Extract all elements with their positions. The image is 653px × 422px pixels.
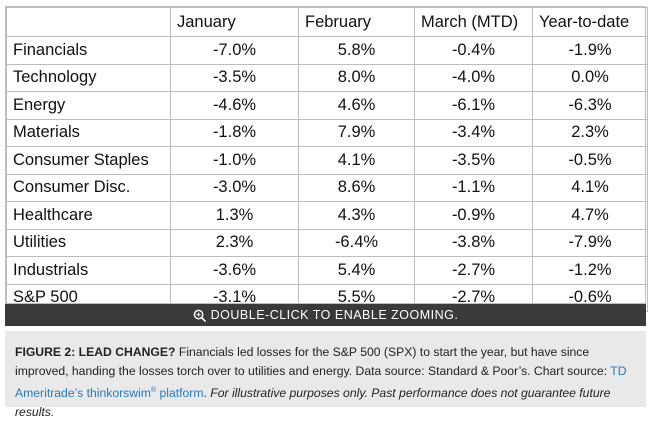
table-row: Technology -3.5% 8.0% -4.0% 0.0% (6, 63, 648, 92)
table-row: Healthcare 1.3% 4.3% -0.9% 4.7% (6, 201, 648, 230)
cell-march-mtd: -0.9% (414, 201, 533, 230)
row-label: Healthcare (6, 201, 171, 230)
cell-year-to-date: 2.3% (532, 118, 648, 147)
row-label: Energy (6, 91, 171, 120)
row-label: Consumer Disc. (6, 173, 171, 202)
cell-year-to-date: -1.9% (532, 36, 648, 65)
row-label: Financials (6, 36, 171, 65)
cell-january: -3.6% (170, 256, 299, 285)
row-label: Technology (6, 63, 171, 92)
cell-march-mtd: -0.4% (414, 36, 533, 65)
cell-february: 5.4% (298, 256, 415, 285)
row-label: Materials (6, 118, 171, 147)
cell-march-mtd: -6.1% (414, 91, 533, 120)
cell-march-mtd: -4.0% (414, 63, 533, 92)
enable-zoom-label: DOUBLE-CLICK TO ENABLE ZOOMING. (210, 308, 459, 322)
cell-year-to-date: 4.7% (532, 201, 648, 230)
cell-march-mtd: -2.7% (414, 256, 533, 285)
caption-text: Financials led losses for the S&P 500 (S… (15, 345, 611, 378)
cell-february: 4.1% (298, 146, 415, 175)
sector-returns-table: January February March (MTD) Year-to-dat… (6, 7, 648, 312)
figure-label: FIGURE 2: LEAD CHANGE? (15, 345, 176, 359)
cell-january: -3.0% (170, 173, 299, 202)
registered-mark: ® (150, 387, 157, 394)
row-label: Industrials (6, 256, 171, 285)
cell-february: 8.6% (298, 173, 415, 202)
cell-year-to-date: -0.5% (532, 146, 648, 175)
table-row: Materials -1.8% 7.9% -3.4% 2.3% (6, 118, 648, 147)
header-march-mtd: March (MTD) (414, 7, 533, 37)
cell-february: 4.6% (298, 91, 415, 120)
cell-year-to-date: 4.1% (532, 173, 648, 202)
table-row: Consumer Disc. -3.0% 8.6% -1.1% 4.1% (6, 173, 648, 202)
table-header-row: January February March (MTD) Year-to-dat… (6, 7, 648, 37)
cell-year-to-date: -1.2% (532, 256, 648, 285)
enable-zoom-button[interactable]: DOUBLE-CLICK TO ENABLE ZOOMING. (5, 304, 646, 326)
cell-year-to-date: 0.0% (532, 63, 648, 92)
thinkorswim-link[interactable]: TD Ameritrade’s thinkorswim® platform (15, 364, 627, 400)
cell-january: 1.3% (170, 201, 299, 230)
header-sector (6, 7, 171, 37)
cell-february: 4.3% (298, 201, 415, 230)
cell-march-mtd: -1.1% (414, 173, 533, 202)
caption-after-link: . (203, 386, 211, 401)
cell-january: -3.5% (170, 63, 299, 92)
table-row: Utilities 2.3% -6.4% -3.8% -7.9% (6, 228, 648, 257)
thinkorswim-link-suffix: platform (156, 386, 204, 401)
cell-march-mtd: -3.4% (414, 118, 533, 147)
header-january: January (170, 7, 299, 37)
cell-march-mtd: -3.8% (414, 228, 533, 257)
table-row: Industrials -3.6% 5.4% -2.7% -1.2% (6, 256, 648, 285)
cell-january: -4.6% (170, 91, 299, 120)
cell-february: 8.0% (298, 63, 415, 92)
table-row: Financials -7.0% 5.8% -0.4% -1.9% (6, 36, 648, 65)
zoom-in-icon (193, 309, 206, 322)
cell-january: -1.0% (170, 146, 299, 175)
cell-january: -7.0% (170, 36, 299, 65)
cell-year-to-date: -7.9% (532, 228, 648, 257)
figure-caption: FIGURE 2: LEAD CHANGE? Financials led lo… (5, 331, 646, 419)
cell-january: 2.3% (170, 228, 299, 257)
table-row: Energy -4.6% 4.6% -6.1% -6.3% (6, 91, 648, 120)
cell-year-to-date: -6.3% (532, 91, 648, 120)
cell-march-mtd: -3.5% (414, 146, 533, 175)
header-february: February (298, 7, 415, 37)
cell-february: 7.9% (298, 118, 415, 147)
thinkorswim-link-text: TD Ameritrade’s thinkorswim (15, 364, 627, 401)
cell-february: 5.8% (298, 36, 415, 65)
header-year-to-date: Year-to-date (532, 7, 648, 37)
row-label: Consumer Staples (6, 146, 171, 175)
row-label: Utilities (6, 228, 171, 257)
sector-returns-table-container: January February March (MTD) Year-to-dat… (5, 6, 648, 312)
cell-january: -1.8% (170, 118, 299, 147)
table-row: Consumer Staples -1.0% 4.1% -3.5% -0.5% (6, 146, 648, 175)
cell-february: -6.4% (298, 228, 415, 257)
